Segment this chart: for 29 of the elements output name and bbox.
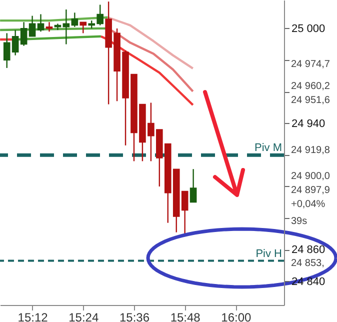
y-tick-label: 24 860 [292, 244, 326, 256]
x-tick-label: 16:00 [221, 310, 252, 322]
text: 24 974,7 [291, 59, 330, 70]
ref-line-label: Piv M [254, 142, 282, 154]
candlestick [190, 168, 197, 203]
candlestick [37, 14, 44, 32]
text: 24 951,6 [291, 95, 330, 106]
line-series [106, 16, 194, 70]
ref-line-label: Piv H [256, 248, 282, 260]
x-tick-label: 15:12 [18, 310, 48, 322]
candlestick [80, 22, 87, 34]
line-series [100, 35, 194, 106]
candlestick [20, 22, 28, 46]
y-tick-label: 25 000 [292, 22, 326, 35]
candlestick [71, 12, 78, 28]
text: 24 919,8 [291, 145, 330, 156]
text: 24 960,2 [291, 81, 330, 92]
text: 24 900,0 [291, 171, 330, 182]
y-tick-label: 24 940 [292, 118, 326, 130]
text: 24 897,9 [291, 185, 330, 196]
candlestick [28, 15, 36, 37]
candlestick [46, 22, 53, 32]
candlestick [62, 8, 70, 45]
x-tick-label: 15:36 [119, 310, 150, 322]
text: +0,04% [291, 199, 326, 210]
text: 39s [291, 216, 308, 227]
x-tick-label: 15:48 [170, 310, 201, 322]
text: 24 853, [291, 258, 324, 269]
x-tick-label: 15:24 [68, 310, 99, 322]
